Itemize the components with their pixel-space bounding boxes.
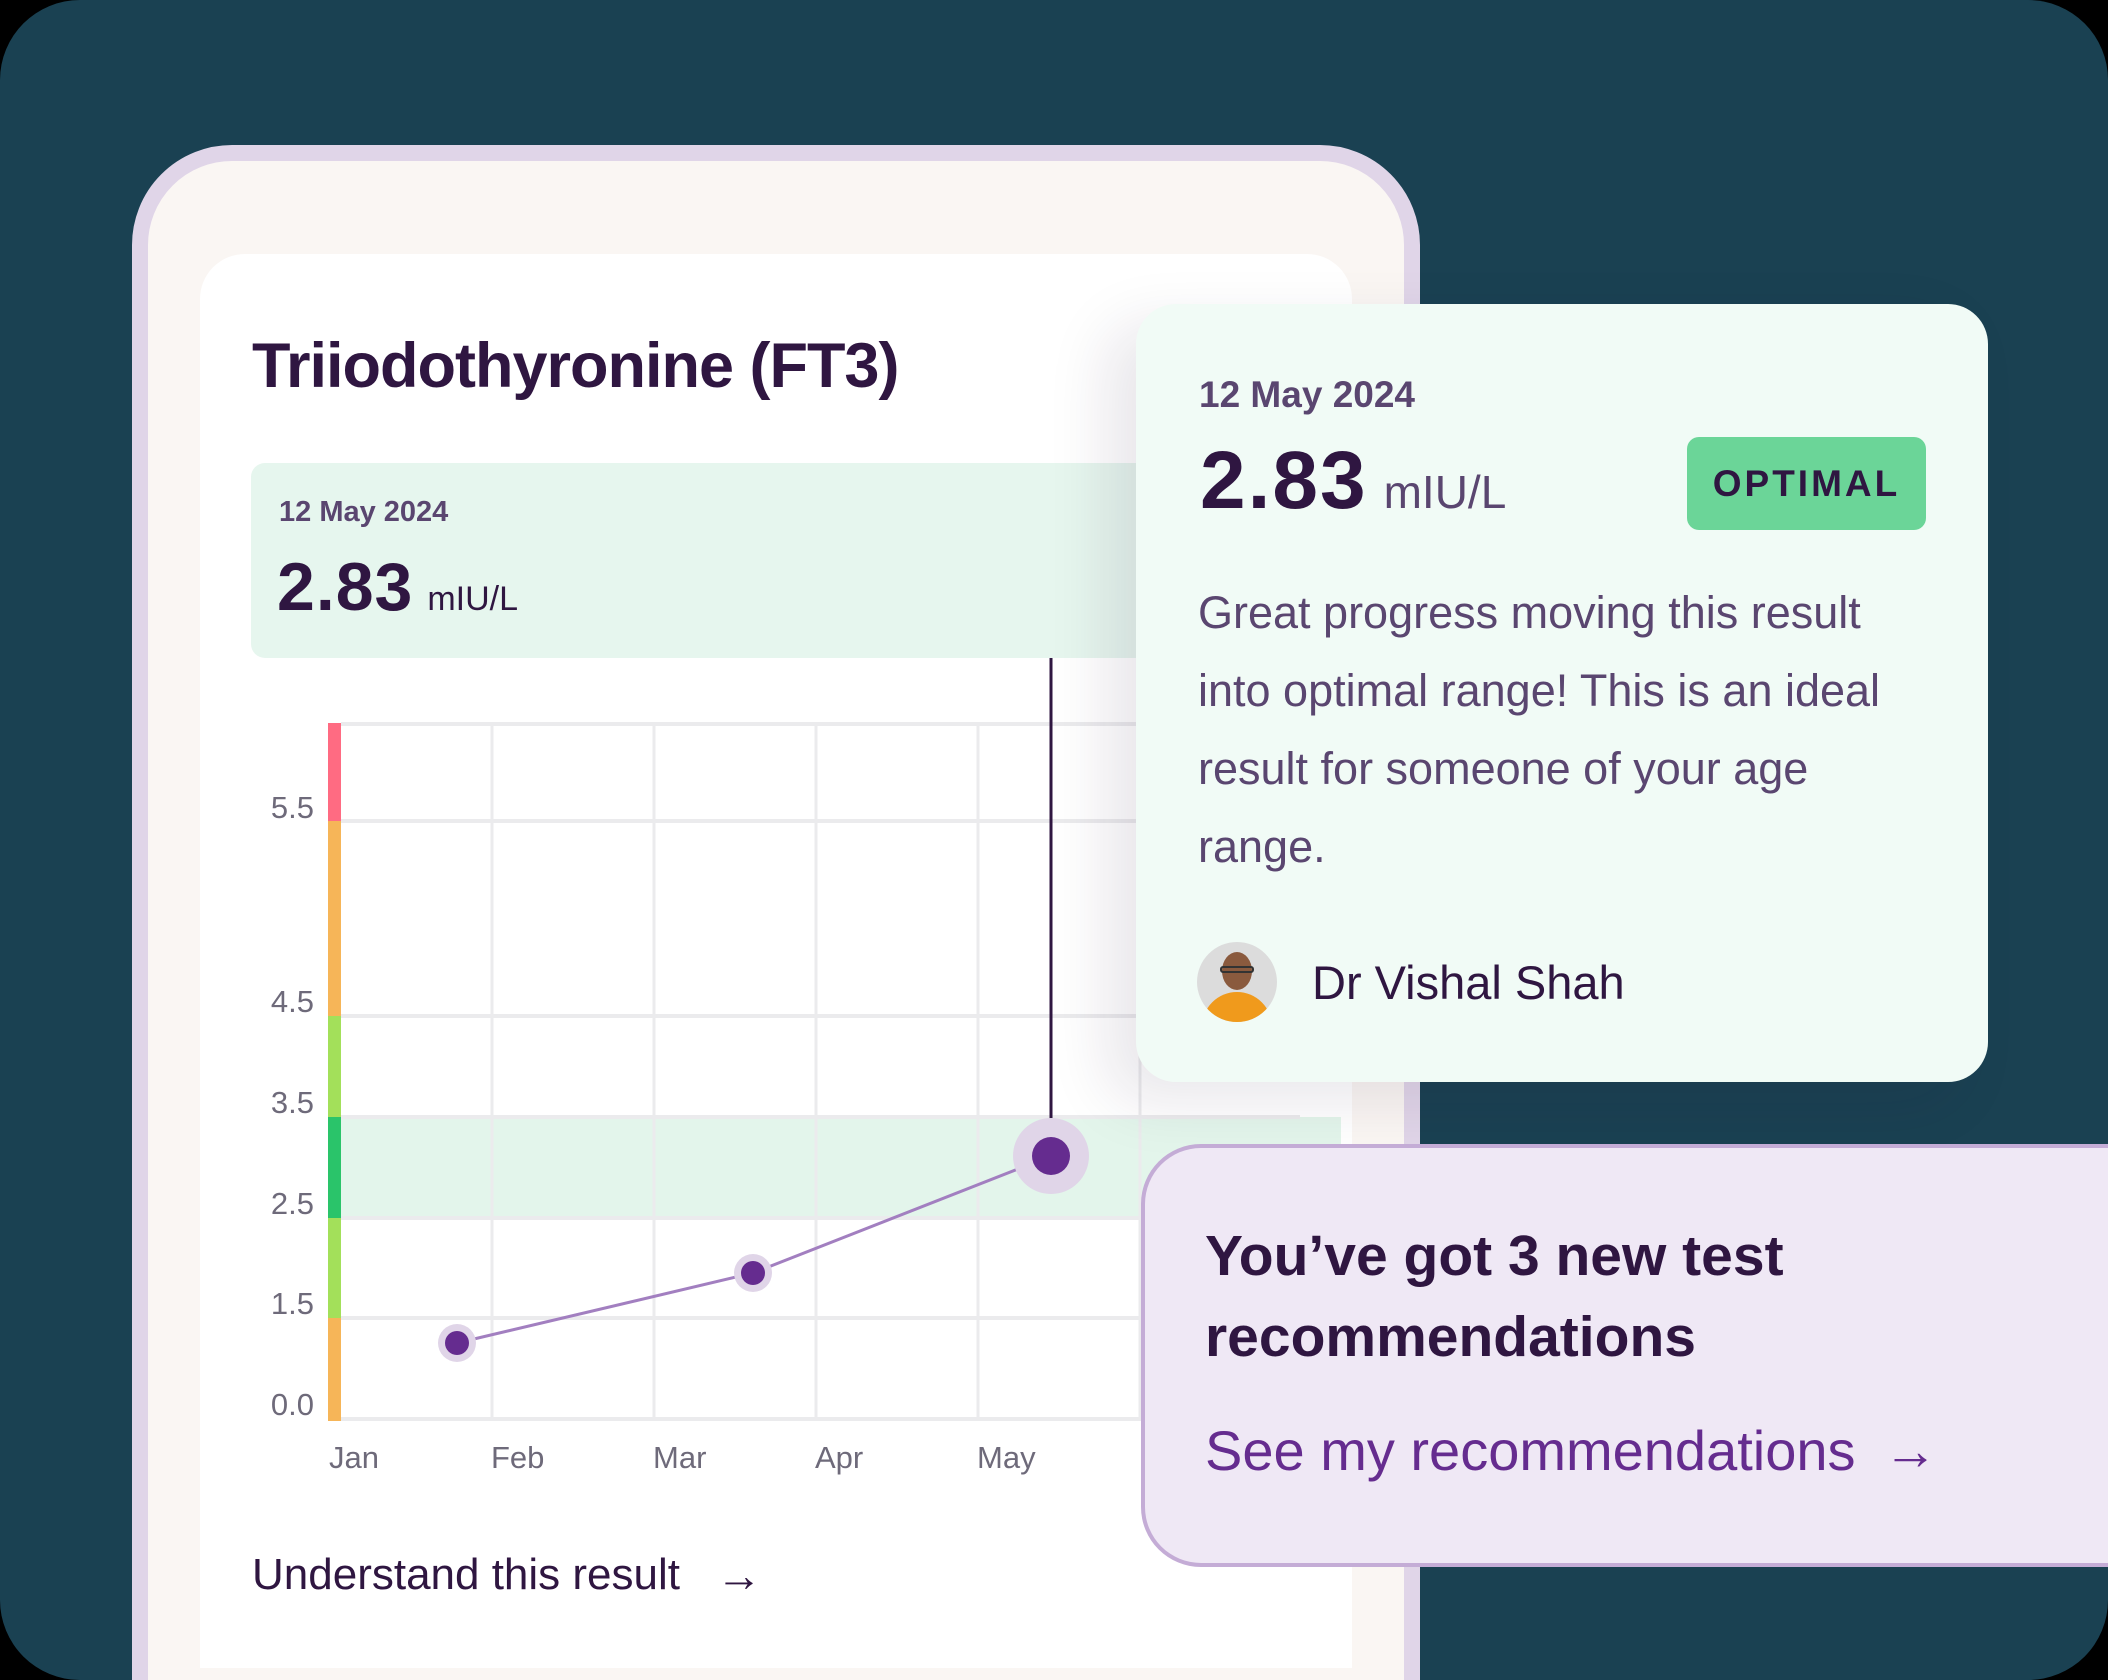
understand-result-label: Understand this result [252, 1550, 680, 1599]
selected-value: 2.83 mIU/L [277, 548, 518, 626]
feedback-value-number: 2.83 [1200, 435, 1368, 526]
selected-value-box [251, 463, 1251, 658]
see-recommendations-link[interactable]: See my recommendations → [1205, 1418, 1938, 1483]
x-tick-jan: Jan [329, 1440, 379, 1475]
y-tick-0-0: 0.0 [270, 1387, 314, 1422]
status-badge: OPTIMAL [1687, 437, 1926, 530]
y-tick-2-5: 2.5 [270, 1186, 314, 1221]
x-tick-may: May [977, 1440, 1036, 1475]
feedback-value-unit: mIU/L [1383, 466, 1507, 518]
doctor-avatar [1197, 942, 1277, 1022]
arrow-right-icon: → [1883, 1420, 1938, 1481]
recommendations-title: You’ve got 3 new test recommendations [1205, 1224, 1784, 1369]
y-tick-4-5: 4.5 [270, 984, 314, 1019]
understand-result-link[interactable]: Understand this result → [252, 1548, 762, 1602]
selected-date: 12 May 2024 [279, 496, 449, 528]
doctor-name: Dr Vishal Shah [1312, 955, 1625, 1009]
feedback-message: Great progress moving this result into o… [1198, 587, 1881, 872]
doctor-feedback-card: 12 May 2024 2.83 mIU/L OPTIMAL Great prog… [1136, 304, 1988, 1082]
x-tick-mar: Mar [653, 1440, 707, 1475]
y-tick-3-5: 3.5 [270, 1085, 314, 1120]
y-tick-5-5: 5.5 [270, 790, 314, 825]
see-recommendations-label: See my recommendations [1205, 1419, 1856, 1482]
x-tick-apr: Apr [815, 1440, 864, 1475]
avatar-shirt [1202, 992, 1272, 1022]
selected-value-unit: mIU/L [427, 580, 519, 618]
feedback-value: 2.83 mIU/L [1200, 434, 1506, 528]
arrow-right-icon: → [716, 1549, 762, 1601]
avatar-glasses [1220, 966, 1254, 973]
biomarker-title: Triiodothyronine (FT3) [252, 331, 899, 401]
x-tick-feb: Feb [491, 1440, 545, 1475]
y-tick-1-5: 1.5 [270, 1286, 314, 1321]
selected-value-number: 2.83 [277, 549, 414, 625]
feedback-date: 12 May 2024 [1199, 374, 1416, 415]
recommendations-card: You’ve got 3 new test recommendations Se… [1141, 1144, 2108, 1567]
doctor-row: Dr Vishal Shah [1197, 942, 1625, 1022]
